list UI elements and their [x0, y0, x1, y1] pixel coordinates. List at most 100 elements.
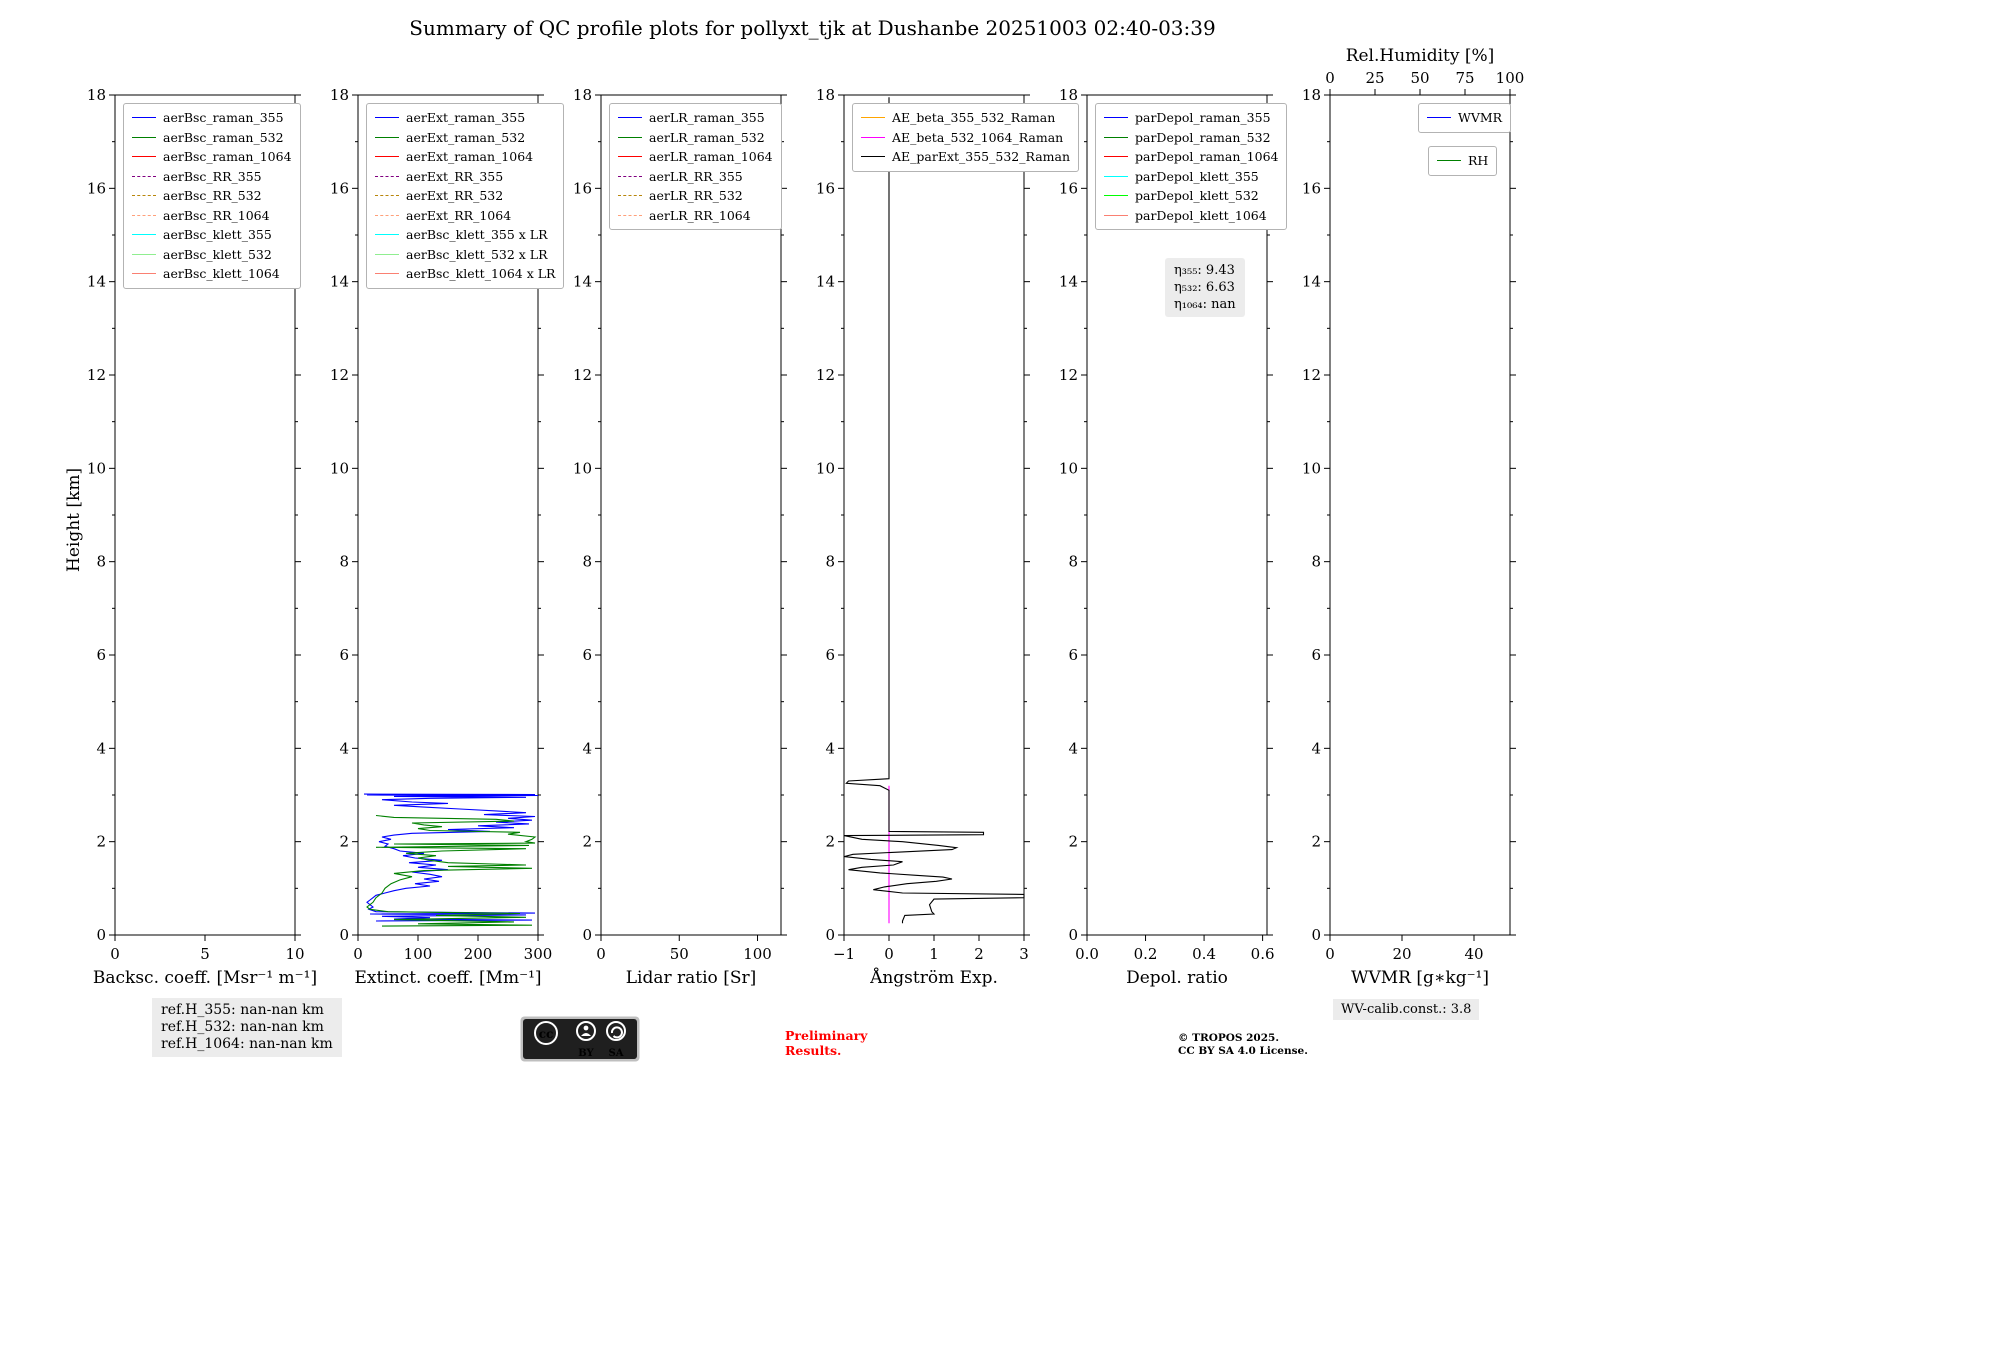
legend-line-sample: [375, 273, 399, 275]
legend-line-sample: [132, 234, 156, 236]
legend-line-sample: [1427, 117, 1451, 119]
y-tick-label: 12: [573, 366, 592, 384]
y-tick-label: 4: [1311, 739, 1321, 757]
y-tick-label: 2: [339, 833, 349, 851]
y-tick-label: 4: [582, 739, 592, 757]
legend-label: aerExt_RR_355: [406, 168, 504, 184]
x-tick-label: −1: [833, 945, 855, 963]
legend-entry: aerExt_raman_355: [375, 108, 555, 128]
x-tick-label: 0: [110, 945, 120, 963]
legend-label: aerBsc_klett_532 x LR: [406, 246, 548, 262]
figure-title: Summary of QC profile plots for pollyxt_…: [409, 16, 1216, 40]
top-axis-label: Rel.Humidity [%]: [1346, 46, 1495, 66]
panel-depol: 0 2 4 6 8 10 12 14 16 18 0.0 0.2 0.4 0.6 Depol. ratio: [1059, 86, 1275, 988]
legend-entry: aerBsc_klett_532: [132, 245, 292, 265]
x-tick-label: 0: [884, 945, 894, 963]
top-tick-label: 75: [1455, 69, 1474, 87]
legend-line-sample: [618, 175, 642, 177]
y-tick-label: 12: [816, 366, 835, 384]
legend-line-sample: [861, 156, 885, 158]
wv-calib-annotation: WV-calib.const.: 3.8: [1333, 999, 1480, 1020]
y-tick-label: 0: [339, 926, 349, 944]
legend-label: aerExt_raman_1064: [406, 149, 534, 164]
legend-label: aerBsc_RR_355: [163, 168, 262, 184]
panel-lidar-ratio: 0 2 4 6 8 10 12 14 16 18 0 50 100 Lidar ratio [Sr]: [573, 86, 787, 988]
legend-wvmr: WVMR: [1418, 103, 1512, 133]
legend-line-sample: [375, 195, 399, 197]
eta-line: η₁₀₆₄: nan: [1174, 297, 1236, 312]
legend-entry: aerLR_raman_532: [618, 128, 773, 148]
x-tick-label: 10: [285, 945, 304, 963]
legend-entry: RH: [1437, 151, 1488, 171]
legend-line-sample: [132, 156, 156, 158]
series-AE_parExt_355_532_Raman: [843, 97, 1025, 924]
y-tick-label: 18: [1059, 86, 1078, 104]
legend-label: parDepol_raman_1064: [1135, 149, 1279, 164]
legend-label: aerBsc_klett_1064 x LR: [406, 266, 556, 281]
legend-line-sample: [375, 156, 399, 158]
person-icon: [576, 1021, 596, 1041]
share-alike-icon: [606, 1021, 626, 1041]
y-tick-label: 16: [1059, 179, 1078, 197]
legend-entry: parDepol_klett_355: [1104, 167, 1278, 187]
legend-label: aerExt_RR_532: [406, 188, 504, 203]
cc-icon: [534, 1021, 558, 1045]
legend-label: aerExt_RR_1064: [406, 207, 512, 223]
legend-line-sample: [375, 253, 399, 255]
legend-label: AE_parExt_355_532_Raman: [892, 149, 1071, 164]
legend-entry: aerExt_RR_1064: [375, 206, 555, 226]
legend-line-sample: [861, 117, 885, 119]
cc-license-badge: cc BY SA: [520, 1016, 640, 1062]
x-axis-label: Backsc. coeff. [Msr⁻¹ m⁻¹]: [93, 968, 317, 988]
y-tick-label: 6: [825, 646, 835, 664]
legend-entry: aerBsc_RR_532: [132, 186, 292, 206]
eta-line: η₅₃₂: 6.63: [1174, 280, 1235, 295]
legend-entry: parDepol_raman_355: [1104, 108, 1278, 128]
legend-entry: aerExt_RR_532: [375, 186, 555, 206]
legend-extinction: aerExt_raman_355 aerExt_raman_532 aerExt_r…: [366, 103, 565, 289]
y-tick-label: 6: [1068, 646, 1078, 664]
x-tick-label: 40: [1464, 945, 1483, 963]
y-tick-label: 8: [825, 553, 835, 571]
legend-entry: aerLR_raman_355: [618, 108, 773, 128]
y-tick-label: 6: [339, 646, 349, 664]
legend-line-sample: [132, 175, 156, 177]
tropos-copyright: © TROPOS 2025. CC BY SA 4.0 License.: [1178, 1032, 1308, 1057]
ref-height-355: ref.H_355: nan-nan km: [161, 1002, 324, 1018]
x-tick-label: 100: [404, 945, 433, 963]
legend-line-sample: [132, 253, 156, 255]
legend-line-sample: [1104, 175, 1128, 177]
legend-line-sample: [618, 136, 642, 138]
legend-entry: aerLR_raman_1064: [618, 147, 773, 167]
y-tick-label: 16: [1302, 179, 1321, 197]
legend-label: aerBsc_klett_532: [163, 246, 272, 262]
legend-line-sample: [861, 136, 885, 138]
legend-entry: AE_parExt_355_532_Raman: [861, 147, 1070, 167]
legend-label: aerBsc_RR_1064: [163, 207, 270, 223]
y-tick-label: 6: [96, 646, 106, 664]
y-tick-label: 12: [87, 366, 106, 384]
legend-entry: aerLR_RR_532: [618, 186, 773, 206]
share-alike-arrow: [610, 1026, 623, 1039]
series-aerExt_raman_532: [366, 814, 537, 927]
y-tick-label: 6: [582, 646, 592, 664]
eta-annotation: η₃₅₅: 9.43 η₅₃₂: 6.63 η₁₀₆₄: nan: [1165, 258, 1245, 317]
legend-label: WVMR: [1458, 110, 1503, 125]
legend-entry: aerBsc_raman_532: [132, 128, 292, 148]
x-tick-label: 0.6: [1251, 945, 1275, 963]
legend-label: aerLR_RR_532: [649, 188, 743, 203]
legend-entry: aerBsc_klett_355 x LR: [375, 225, 555, 245]
legend-label: parDepol_klett_532: [1135, 188, 1259, 203]
cc-by-label: BY: [578, 1048, 594, 1059]
legend-line-sample: [618, 195, 642, 197]
legend-line-sample: [375, 214, 399, 216]
x-tick-label: 0: [1325, 945, 1335, 963]
ref-height-532: ref.H_532: nan-nan km: [161, 1019, 324, 1035]
x-axis-label: Extinct. coeff. [Mm⁻¹]: [354, 968, 541, 988]
legend-entry: parDepol_klett_532: [1104, 186, 1278, 206]
legend-label: aerBsc_raman_355: [163, 110, 284, 125]
tropos-line2: CC BY SA 4.0 License.: [1178, 1044, 1308, 1057]
legend-depol: parDepol_raman_355 parDepol_raman_532 parD…: [1095, 103, 1288, 230]
y-tick-label: 16: [330, 179, 349, 197]
